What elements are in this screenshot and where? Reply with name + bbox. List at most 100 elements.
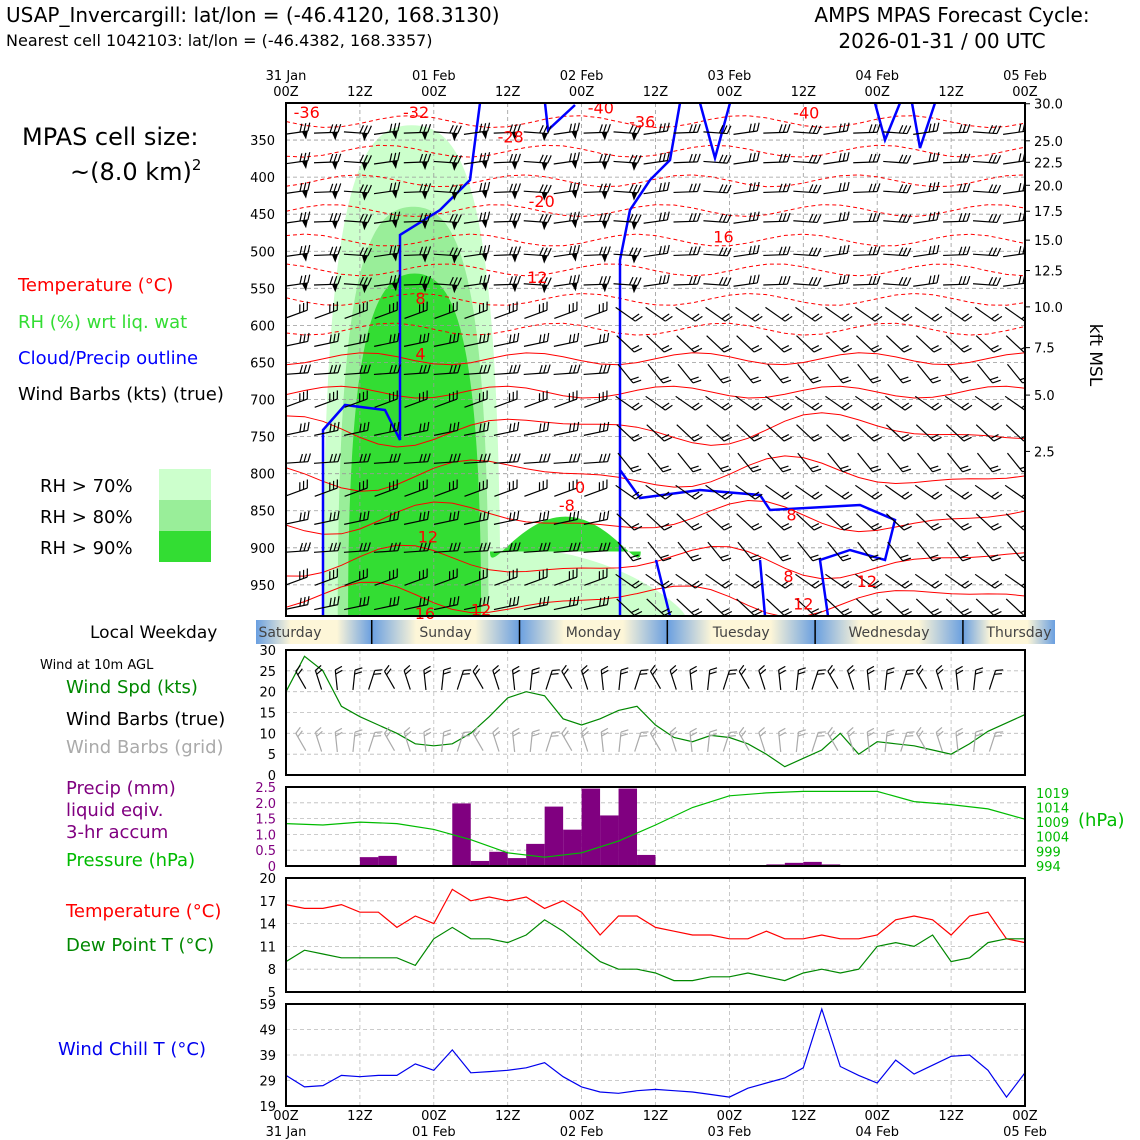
barb-flag <box>367 155 372 164</box>
barb-flag <box>453 364 457 374</box>
barb-flag <box>359 154 364 163</box>
barb-pennant <box>481 131 488 140</box>
barb-staff <box>529 669 533 691</box>
barb-staff <box>823 219 848 224</box>
barb-flag <box>658 245 662 255</box>
barb-staff <box>493 604 518 611</box>
barb-flag <box>547 214 552 223</box>
barb-flag <box>816 214 822 223</box>
barb-flag <box>329 124 334 133</box>
barb-flag <box>337 542 341 551</box>
barb-staff <box>463 550 488 553</box>
true-wind-barb <box>618 667 629 691</box>
barb-flag <box>329 213 334 222</box>
barb-flag <box>662 379 672 384</box>
barb-flag <box>607 246 611 255</box>
barb-flag <box>486 479 488 489</box>
barb-flag <box>898 154 904 163</box>
barb-flag <box>843 610 852 616</box>
wind-barb <box>823 274 850 287</box>
barb-flag <box>906 277 912 286</box>
barb-flag <box>846 211 850 221</box>
barb-flag <box>778 665 786 671</box>
barb-flag <box>636 247 642 257</box>
barb-flag <box>873 525 882 531</box>
barb-flag <box>418 393 421 402</box>
barb-flag <box>487 122 491 132</box>
pressure-tick-label: 1004 <box>1036 831 1069 846</box>
barb-staff <box>857 452 874 473</box>
wind-barb <box>313 453 341 464</box>
wind-barb <box>286 479 308 497</box>
wind-barb <box>825 573 853 589</box>
barb-flag <box>692 183 697 192</box>
barb-flag <box>838 182 842 192</box>
barb-flag <box>598 512 602 522</box>
barb-flag <box>752 557 762 562</box>
barb-flag <box>784 493 793 500</box>
barb-flag <box>516 596 520 605</box>
barb-flag <box>905 673 914 675</box>
barb-flag <box>337 364 341 373</box>
barb-flag <box>721 491 730 498</box>
barb-staff <box>855 573 876 589</box>
wind-barb <box>463 274 491 292</box>
barb-flag <box>696 123 701 133</box>
barb-staff <box>368 732 376 752</box>
barb-flag <box>493 668 501 675</box>
barb-flag <box>359 304 361 313</box>
barb-flag <box>669 727 677 733</box>
kft-tick-label: 22.5 <box>1034 156 1063 171</box>
wind-barb <box>463 542 491 553</box>
true-wind-barb <box>456 669 472 690</box>
barb-flag <box>546 596 550 605</box>
wind-barb <box>524 301 548 319</box>
barb-flag <box>868 153 873 163</box>
barb-flag <box>512 422 516 432</box>
barb-flag <box>666 244 670 254</box>
wind-barb <box>705 395 733 411</box>
barb-flag <box>838 153 842 162</box>
barb-flag <box>960 345 969 350</box>
barb-flag <box>696 246 701 255</box>
barb-flag <box>990 345 999 350</box>
barb-staff <box>616 424 635 442</box>
barb-flag <box>636 184 642 194</box>
barb-staff <box>1004 573 1025 589</box>
barb-staff <box>441 669 445 691</box>
wind-barb <box>404 301 428 319</box>
wind-barb <box>793 154 822 164</box>
barb-flag <box>722 557 732 562</box>
wind-barb <box>826 513 852 531</box>
barb-flag <box>517 212 521 222</box>
barb-flag <box>359 334 362 344</box>
barb-flag <box>1026 123 1030 131</box>
barb-flag <box>329 334 332 344</box>
barb-flag <box>389 304 391 313</box>
barb-flag <box>634 525 643 531</box>
barb-flag <box>902 557 912 562</box>
barb-flag <box>901 402 910 409</box>
barb-flag <box>750 465 759 470</box>
wind-barb <box>613 154 642 171</box>
barb-flag <box>337 153 342 163</box>
wind10-title: Wind at 10m AGL <box>40 658 154 673</box>
barb-flag <box>662 557 672 562</box>
wind-barb <box>974 573 1003 589</box>
isotherm-line <box>286 233 1025 247</box>
isotherm-line <box>286 263 1025 277</box>
barb-flag <box>482 480 485 490</box>
barb-staff <box>823 282 848 287</box>
barb-staff <box>886 513 905 531</box>
barb-flag <box>867 669 875 675</box>
wind-barb <box>823 152 850 165</box>
barb-flag <box>874 582 883 589</box>
barb-flag <box>816 184 822 194</box>
barb-flag <box>898 184 904 193</box>
barb-flag <box>931 402 940 409</box>
barb-flag <box>931 313 940 320</box>
barb-flag <box>486 421 490 431</box>
wind-barb <box>827 452 852 473</box>
wind-barb <box>344 421 370 436</box>
barb-flag <box>517 123 521 133</box>
